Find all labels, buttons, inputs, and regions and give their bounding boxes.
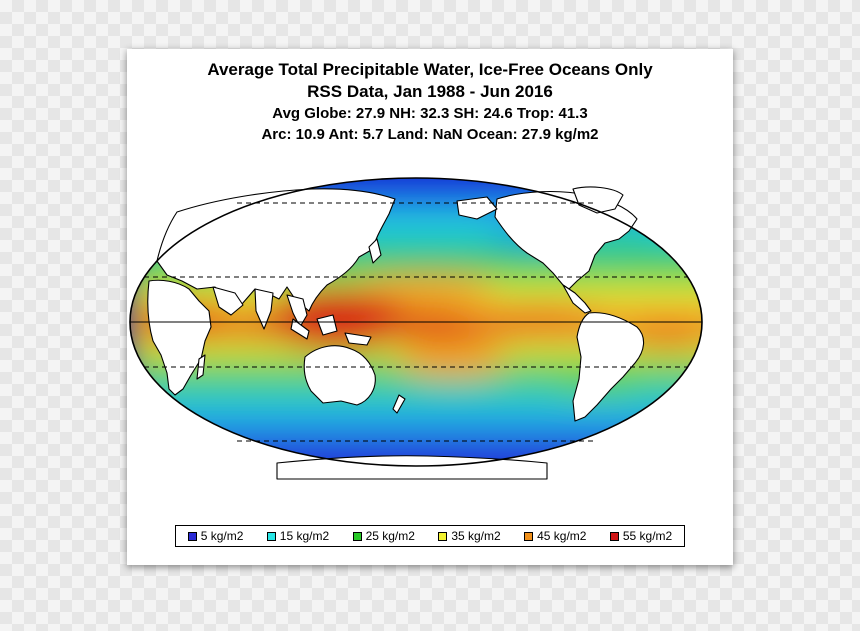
legend-label: 5 kg/m2 xyxy=(200,529,244,543)
legend-swatch-25 xyxy=(352,531,362,541)
legend-label: 25 kg/m2 xyxy=(365,529,415,543)
color-legend: 5 kg/m2 15 kg/m2 25 kg/m2 35 kg/m2 45 kg… xyxy=(175,525,685,547)
legend-swatch-15 xyxy=(266,531,276,541)
figure-frame: Average Total Precipitable Water, Ice-Fr… xyxy=(127,49,733,565)
legend-item: 55 kg/m2 xyxy=(609,529,673,543)
globe-outline xyxy=(129,177,703,467)
figure-titles: Average Total Precipitable Water, Ice-Fr… xyxy=(127,59,733,145)
legend-item: 35 kg/m2 xyxy=(438,529,501,543)
arabia-land xyxy=(212,286,244,316)
japan-land xyxy=(368,238,382,264)
indochina-land xyxy=(286,294,308,328)
central-america-land xyxy=(562,284,592,314)
world-map xyxy=(129,177,703,480)
legend-swatch-35 xyxy=(438,531,448,541)
stats-line-2: Arc: 10.9 Ant: 5.7 Land: NaN Ocean: 27.9… xyxy=(261,126,599,143)
legend-label: 15 kg/m2 xyxy=(279,529,330,543)
legend-item: 45 kg/m2 xyxy=(524,529,586,543)
legend-label: 35 kg/m2 xyxy=(451,529,501,543)
legend-label: 55 kg/m2 xyxy=(622,529,673,543)
land-masses xyxy=(147,186,645,480)
stats-line-1: Avg Globe: 27.9 NH: 32.3 SH: 24.6 Trop: … xyxy=(272,105,588,122)
new-zealand-land xyxy=(392,394,406,414)
figure-subtitle: RSS Data, Jan 1988 - Jun 2016 xyxy=(307,82,553,101)
latitude-reference-lines xyxy=(130,202,702,442)
south-america-land xyxy=(572,312,645,422)
figure-title: Average Total Precipitable Water, Ice-Fr… xyxy=(207,60,653,79)
africa-land xyxy=(147,279,212,396)
legend-item: 15 kg/m2 xyxy=(266,529,330,543)
australia-land xyxy=(303,345,376,406)
new-guinea-land xyxy=(344,332,372,346)
legend-item: 25 kg/m2 xyxy=(352,529,415,543)
legend-swatch-55 xyxy=(609,531,619,541)
legend-swatch-5 xyxy=(187,531,197,541)
alaska-land xyxy=(456,196,498,220)
sumatra-land xyxy=(290,318,310,340)
borneo-land xyxy=(316,314,338,336)
legend-item: 5 kg/m2 xyxy=(187,529,244,543)
legend-swatch-45 xyxy=(524,531,534,541)
north-america-land xyxy=(494,190,638,290)
legend-label: 45 kg/m2 xyxy=(537,529,587,543)
india-land xyxy=(254,288,274,330)
